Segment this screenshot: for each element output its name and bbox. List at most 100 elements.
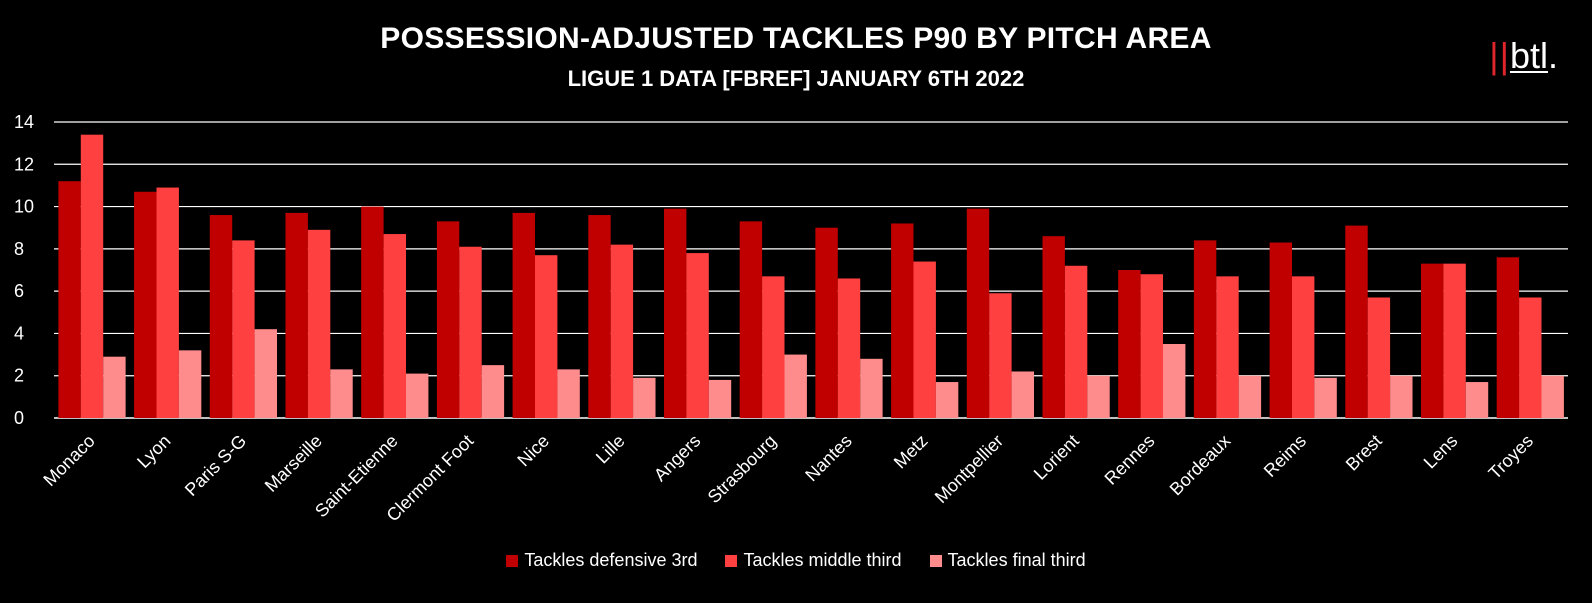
bar-middle bbox=[534, 255, 558, 418]
bar-middle bbox=[1291, 276, 1315, 418]
bar-final bbox=[1011, 371, 1035, 418]
bar-defensive bbox=[1193, 240, 1217, 418]
x-tick-label: Troyes bbox=[1485, 431, 1538, 484]
y-tick-label: 10 bbox=[14, 197, 34, 217]
x-tick-label: Metz bbox=[890, 431, 932, 473]
bar-final bbox=[935, 382, 959, 418]
bar-final bbox=[481, 365, 505, 418]
bar-final bbox=[330, 369, 353, 418]
legend-item-defensive: Tackles defensive 3rd bbox=[506, 550, 697, 571]
bar-defensive bbox=[512, 212, 535, 418]
y-tick-label: 6 bbox=[14, 281, 24, 301]
legend-item-final: Tackles final third bbox=[929, 550, 1086, 571]
bar-final bbox=[254, 329, 278, 418]
bar-defensive bbox=[436, 221, 460, 418]
bar-final bbox=[1314, 377, 1337, 418]
x-tick-label: Marseille bbox=[261, 431, 326, 496]
bar-middle bbox=[156, 187, 179, 418]
bar-final bbox=[1087, 375, 1110, 418]
bar-middle bbox=[1443, 263, 1466, 418]
legend-swatch-final bbox=[929, 554, 942, 567]
x-tick-label: Strasbourg bbox=[704, 431, 780, 507]
bar-final bbox=[1465, 382, 1489, 418]
legend-item-middle: Tackles middle third bbox=[725, 550, 902, 571]
x-tick-label: Lyon bbox=[133, 431, 174, 472]
bar-final bbox=[1238, 375, 1262, 418]
bar-final bbox=[1390, 375, 1413, 418]
bar-chart: 0 2 4 6 8 10 12 14 Monaco Lyon Paris S-G Marseille S… bbox=[14, 112, 1568, 525]
bar-final bbox=[103, 356, 126, 418]
bar-middle bbox=[383, 234, 407, 418]
bar-middle bbox=[80, 134, 104, 418]
x-tick-label: Lens bbox=[1420, 431, 1462, 473]
y-tick-label: 2 bbox=[14, 366, 24, 386]
legend-swatch-defensive bbox=[506, 554, 519, 567]
x-tick-label: Brest bbox=[1342, 431, 1386, 475]
bar-middle bbox=[1216, 276, 1239, 418]
x-tick-label: Reims bbox=[1260, 431, 1310, 481]
chart-title: POSSESSION-ADJUSTED TACKLES P90 BY PITCH… bbox=[380, 22, 1212, 55]
bar-middle bbox=[610, 244, 634, 418]
x-tick-label: Lorient bbox=[1030, 431, 1083, 484]
bar-middle bbox=[1519, 297, 1542, 418]
chart-legend: Tackles defensive 3rd Tackles middle thi… bbox=[0, 550, 1592, 571]
bar-final bbox=[557, 369, 580, 418]
bar-defensive bbox=[1496, 257, 1520, 418]
x-tick-label: Paris S-G bbox=[181, 431, 250, 500]
x-tick-label: Lille bbox=[592, 431, 629, 468]
bar-final bbox=[1163, 344, 1186, 418]
bar-middle bbox=[1064, 265, 1088, 418]
bar-final bbox=[178, 350, 202, 418]
y-tick-label: 8 bbox=[14, 239, 24, 259]
bar-middle bbox=[837, 278, 861, 418]
bar-middle bbox=[686, 253, 709, 418]
bar-middle bbox=[762, 276, 785, 418]
y-tick-label: 0 bbox=[14, 408, 24, 428]
bar-final bbox=[1541, 375, 1564, 418]
bar-defensive bbox=[1118, 270, 1141, 418]
bar-final bbox=[784, 354, 807, 418]
legend-label-final: Tackles final third bbox=[947, 550, 1086, 570]
bar-defensive bbox=[134, 191, 157, 418]
bar-defensive bbox=[1345, 225, 1368, 418]
bar-defensive bbox=[361, 206, 384, 418]
bar-middle bbox=[1140, 274, 1164, 418]
x-tick-label: Nantes bbox=[801, 431, 855, 485]
x-tick-label: Nice bbox=[513, 431, 553, 471]
bar-middle bbox=[307, 229, 331, 418]
x-tick-label: Monaco bbox=[39, 431, 98, 490]
bar-defensive bbox=[588, 215, 611, 418]
y-tick-label: 4 bbox=[14, 323, 24, 343]
bar-defensive bbox=[739, 221, 763, 418]
logo-word: btl bbox=[1509, 35, 1548, 76]
bar-defensive bbox=[663, 208, 687, 418]
bar-final bbox=[860, 358, 883, 418]
bar-middle bbox=[1367, 297, 1391, 418]
bar-defensive bbox=[285, 212, 308, 418]
x-tick-label: Montpellier bbox=[931, 431, 1007, 507]
bar-defensive bbox=[966, 208, 990, 418]
bar-final bbox=[708, 379, 732, 418]
bar-defensive bbox=[891, 223, 914, 418]
bar-middle bbox=[989, 293, 1012, 418]
legend-label-defensive: Tackles defensive 3rd bbox=[524, 550, 698, 570]
bar-defensive bbox=[1269, 242, 1292, 418]
bar-defensive bbox=[815, 227, 838, 418]
bar-final bbox=[406, 373, 429, 418]
bar-defensive bbox=[58, 181, 81, 418]
legend-swatch-middle bbox=[725, 554, 738, 567]
logo-bars: || bbox=[1489, 35, 1510, 76]
chart-subtitle: LIGUE 1 DATA [FBREF] JANUARY 6TH 2022 bbox=[567, 66, 1025, 91]
y-tick-label: 12 bbox=[14, 154, 34, 174]
y-tick-label: 14 bbox=[14, 112, 34, 132]
bar-middle bbox=[913, 261, 936, 418]
bar-middle bbox=[232, 240, 255, 418]
x-tick-label: Bordeaux bbox=[1166, 431, 1235, 500]
x-tick-label: Angers bbox=[650, 431, 704, 485]
bar-final bbox=[633, 377, 656, 418]
bar-defensive bbox=[209, 215, 233, 418]
logo-dot: . bbox=[1547, 35, 1558, 76]
bar-defensive bbox=[1420, 263, 1444, 418]
bar-defensive bbox=[1042, 236, 1065, 418]
legend-label-middle: Tackles middle third bbox=[743, 550, 902, 570]
